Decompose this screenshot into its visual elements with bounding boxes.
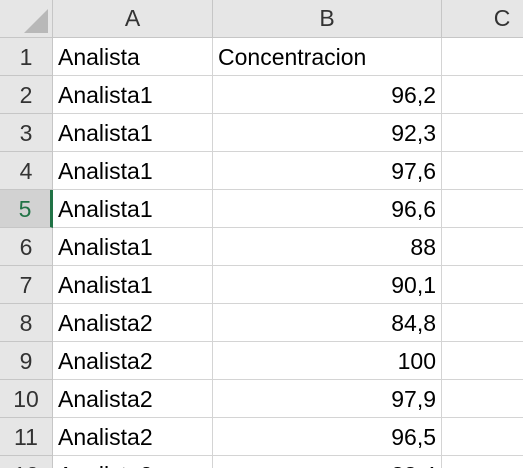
cell-a10[interactable]: Analista2 — [53, 380, 213, 418]
cell-a8[interactable]: Analista2 — [53, 304, 213, 342]
row-header-9[interactable]: 9 — [0, 342, 53, 380]
cell-c1[interactable] — [442, 38, 523, 76]
cell-c8[interactable] — [442, 304, 523, 342]
cell-c6[interactable] — [442, 228, 523, 266]
cell-b11[interactable]: 96,5 — [213, 418, 442, 456]
column-header-a[interactable]: A — [53, 0, 213, 37]
cell-c10[interactable] — [442, 380, 523, 418]
cell-c3[interactable] — [442, 114, 523, 152]
cell-c11[interactable] — [442, 418, 523, 456]
select-all-icon — [24, 9, 48, 33]
cell-a3[interactable]: Analista1 — [53, 114, 213, 152]
cell-b5[interactable]: 96,6 — [213, 190, 442, 228]
row-header-11[interactable]: 11 — [0, 418, 53, 456]
row-header-7[interactable]: 7 — [0, 266, 53, 304]
cell-b4[interactable]: 97,6 — [213, 152, 442, 190]
cell-b8[interactable]: 84,8 — [213, 304, 442, 342]
column-header-b[interactable]: B — [213, 0, 442, 37]
row-header-10[interactable]: 10 — [0, 380, 53, 418]
cell-c2[interactable] — [442, 76, 523, 114]
cell-a12[interactable]: Analista2 — [53, 456, 213, 468]
cell-a2[interactable]: Analista1 — [53, 76, 213, 114]
cell-c7[interactable] — [442, 266, 523, 304]
cell-a7[interactable]: Analista1 — [53, 266, 213, 304]
cell-c4[interactable] — [442, 152, 523, 190]
cell-b10[interactable]: 97,9 — [213, 380, 442, 418]
row-header-4[interactable]: 4 — [0, 152, 53, 190]
cell-b1[interactable]: Concentracion — [213, 38, 442, 76]
cell-b7[interactable]: 90,1 — [213, 266, 442, 304]
cell-c9[interactable] — [442, 342, 523, 380]
cell-a4[interactable]: Analista1 — [53, 152, 213, 190]
cell-b12[interactable]: 88,4 — [213, 456, 442, 468]
row-header-12[interactable]: 12 — [0, 456, 53, 468]
cell-b9[interactable]: 100 — [213, 342, 442, 380]
cell-b2[interactable]: 96,2 — [213, 76, 442, 114]
cell-c5[interactable] — [442, 190, 523, 228]
row-header-6[interactable]: 6 — [0, 228, 53, 266]
cell-a9[interactable]: Analista2 — [53, 342, 213, 380]
cell-a5[interactable]: Analista1 — [53, 190, 213, 228]
row-header-2[interactable]: 2 — [0, 76, 53, 114]
select-all-corner[interactable] — [0, 0, 53, 37]
column-header-row: A B C — [0, 0, 523, 38]
cell-a6[interactable]: Analista1 — [53, 228, 213, 266]
cell-c12[interactable] — [442, 456, 523, 468]
cell-b6[interactable]: 88 — [213, 228, 442, 266]
row-header-1[interactable]: 1 — [0, 38, 53, 76]
cell-b3[interactable]: 92,3 — [213, 114, 442, 152]
row-header-3[interactable]: 3 — [0, 114, 53, 152]
row-header-8[interactable]: 8 — [0, 304, 53, 342]
cell-a1[interactable]: Analista — [53, 38, 213, 76]
row-header-5[interactable]: 5 — [0, 190, 53, 228]
column-header-c[interactable]: C — [493, 5, 511, 31]
cell-a11[interactable]: Analista2 — [53, 418, 213, 456]
